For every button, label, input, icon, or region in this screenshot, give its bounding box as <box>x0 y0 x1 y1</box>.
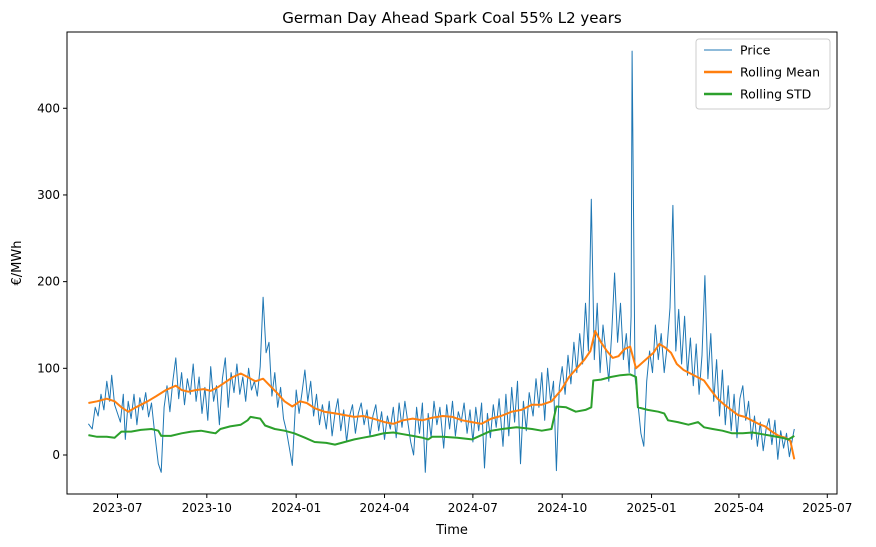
x-tick-label: 2024-01 <box>271 501 321 515</box>
series-layer <box>87 50 796 473</box>
legend-box <box>695 38 831 110</box>
y-tick-label: 100 <box>37 361 60 375</box>
x-axis: 2023-07 2023-10 2024-01 2024-04 2024-07 2024-… <box>92 494 852 515</box>
legend: Price Rolling Mean Rolling STD <box>695 38 831 110</box>
legend-label: Price <box>740 43 771 58</box>
x-tick-label: 2023-10 <box>182 501 232 515</box>
series-line-1 <box>87 50 795 473</box>
series-line-3 <box>88 373 795 446</box>
legend-label: Rolling Mean <box>740 65 820 80</box>
x-tick-label: 2024-07 <box>448 501 498 515</box>
chart-title: German Day Ahead Spark Coal 55% L2 years <box>282 9 622 27</box>
x-tick-label: 2024-04 <box>359 501 409 515</box>
y-tick-label: 400 <box>37 101 60 115</box>
y-tick-label: 0 <box>52 448 60 462</box>
x-tick-label: 2024-10 <box>537 501 587 515</box>
x-tick-label: 2025-01 <box>626 501 676 515</box>
x-tick-label: 2025-07 <box>802 501 852 515</box>
series-line-2 <box>88 330 796 460</box>
y-axis: 0 100 200 300 400 <box>37 101 67 462</box>
x-tick-label: 2023-07 <box>92 501 142 515</box>
y-tick-label: 200 <box>37 275 60 289</box>
y-tick-label: 300 <box>37 188 60 202</box>
y-axis-label: €/MWh <box>10 241 25 286</box>
plot-frame <box>66 31 838 495</box>
x-axis-label: Time <box>435 523 468 538</box>
legend-label: Rolling STD <box>740 87 811 102</box>
x-tick-label: 2025-04 <box>714 501 764 515</box>
